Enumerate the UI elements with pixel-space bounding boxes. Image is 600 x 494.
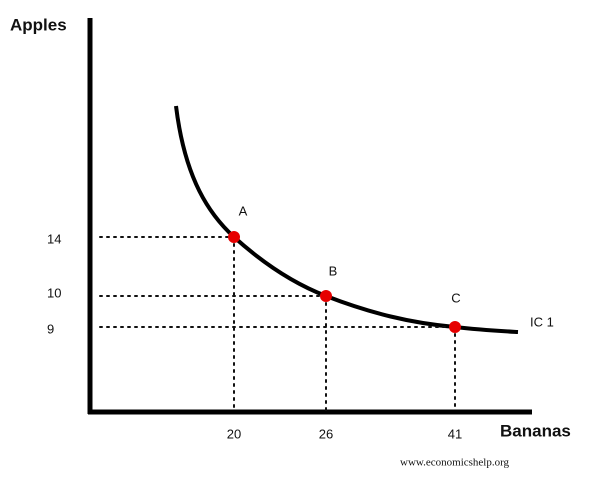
y-axis-title: Apples [10, 15, 67, 34]
y-tick-label: 14 [47, 231, 61, 246]
y-tick-label: 10 [47, 285, 61, 300]
x-tick-label: 26 [319, 426, 333, 441]
point-label: A [239, 203, 248, 218]
point-label: C [451, 290, 460, 305]
x-axis-title: Bananas [500, 421, 571, 440]
y-tick-label: 9 [47, 321, 54, 336]
x-tick-label: 20 [227, 426, 241, 441]
point-marker [228, 231, 240, 243]
x-tick-label: 41 [448, 426, 462, 441]
source: www.economicshelp.org [400, 457, 510, 469]
point-label: B [329, 263, 338, 278]
point-marker [449, 321, 461, 333]
point-marker [320, 290, 332, 302]
curve-label: IC 1 [530, 314, 554, 329]
indifference-curve [174, 105, 519, 334]
